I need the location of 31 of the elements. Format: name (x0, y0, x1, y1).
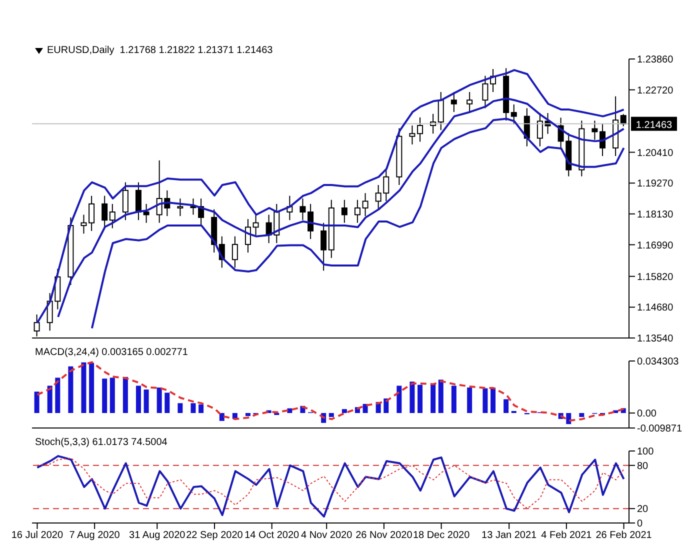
x-tick-label: 26 Nov 2020 (356, 530, 413, 542)
x-tick-label: 16 Jul 2020 (11, 530, 64, 542)
x-tick-label: 31 Aug 2020 (129, 530, 186, 542)
y-tick-label: 80 (637, 460, 649, 472)
y-tick-label: 1.19270 (637, 178, 674, 190)
y-tick-label: 1.15820 (637, 272, 674, 283)
x-tick-label: 18 Dec 2020 (412, 530, 470, 542)
x-tick-label: 14 Oct 2020 (244, 530, 300, 542)
x-tick-label: 4 Nov 2020 (301, 530, 353, 542)
y-tick-label: 1.22720 (637, 85, 674, 96)
y-tick-label: 0.00 (637, 408, 657, 420)
y-tick-label: 1.20410 (637, 148, 674, 159)
chart-title: MACD(3,24,4) 0.003165 0.002771 (35, 347, 188, 358)
y-tick-label: 0 (637, 518, 643, 530)
y-tick-label: 1.14680 (637, 302, 674, 314)
chart-title: Stoch(5,3,3) 61.0173 74.5004 (35, 437, 168, 448)
chart-title: EURUSD,Daily 1.21768 1.21822 1.21371 1.21463 (47, 45, 273, 56)
y-tick-label: -0.009871 (637, 424, 682, 435)
y-tick-label: 1.23860 (637, 54, 674, 66)
y-tick-label: 0.034303 (637, 356, 680, 368)
x-tick-label: 26 Feb 2021 (596, 530, 652, 542)
x-tick-label: 13 Jan 2021 (482, 530, 538, 542)
y-tick-label: 1.18130 (637, 209, 674, 220)
y-tick-label: 1.16990 (637, 240, 674, 252)
y-tick-label: 100 (637, 446, 654, 458)
x-tick-label: 4 Feb 2021 (541, 530, 592, 542)
x-tick-label: 7 Aug 2020 (69, 530, 120, 542)
y-tick-label: 20 (637, 504, 649, 516)
x-tick-label: 22 Sep 2020 (186, 530, 244, 542)
y-tick-label: 1.13540 (637, 334, 674, 345)
ref-line-label: 1.21463 (636, 120, 673, 131)
